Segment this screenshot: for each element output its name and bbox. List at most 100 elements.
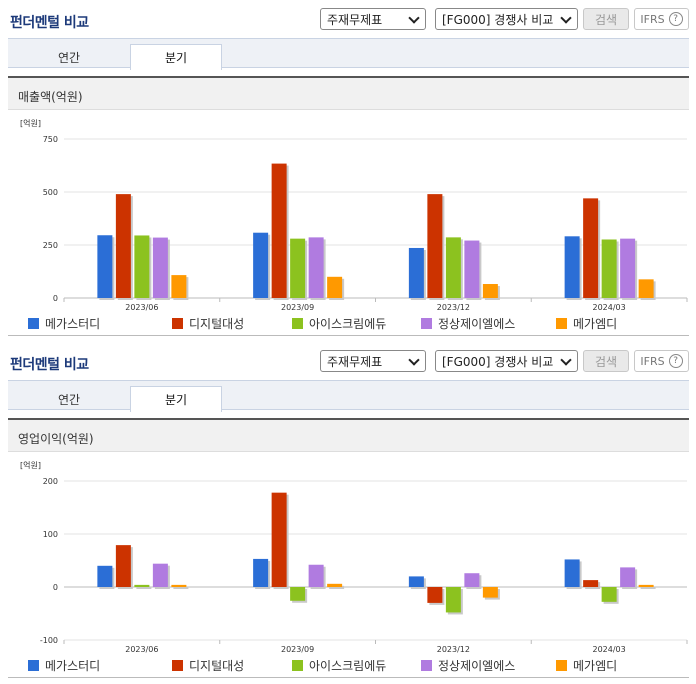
tab-annual[interactable]: 연간 <box>57 50 81 65</box>
unit-label: [억원] <box>20 119 41 128</box>
legend-label: 메가엠디 <box>573 317 618 331</box>
bar <box>482 284 498 298</box>
chevron-down-icon <box>561 14 571 24</box>
bar <box>583 580 599 587</box>
bar <box>408 247 424 298</box>
bar <box>115 194 131 298</box>
x-tick-label: 2023/12 <box>437 645 470 654</box>
legend-label: 디지털대성 <box>189 659 245 673</box>
bar <box>445 237 461 298</box>
bar <box>445 587 461 613</box>
ifrs-label: IFRS <box>640 12 665 26</box>
operating-profit-section: 펀더멘털 비교 주재무제표 [FG000] 경쟁사 비교 검색 IFRS ? 연… <box>0 342 696 684</box>
section-title: 펀더멘털 비교 <box>10 15 89 31</box>
bar <box>564 236 580 298</box>
legend-label: 메가스터디 <box>45 659 101 673</box>
bar <box>583 198 599 298</box>
bar <box>327 276 343 298</box>
ifrs-label: IFRS <box>640 354 665 368</box>
legend-swatch <box>556 318 567 329</box>
bar <box>308 237 324 298</box>
legend-label: 아이스크림에듀 <box>309 659 387 673</box>
bar <box>253 232 269 298</box>
bar-chart: -100 0 100 200 2023/06 2023/09 2023/12 2024/03 <box>40 477 688 654</box>
y-tick-label: 750 <box>43 135 58 144</box>
legend-swatch <box>172 660 183 671</box>
chart-panel: 매출액(억원) [억원] 0 250 500 750 2023/06 2023/09 202… <box>8 76 689 336</box>
bar-shadow <box>173 586 189 589</box>
bar <box>638 584 654 587</box>
legend-label: 디지털대성 <box>189 317 245 331</box>
peer-group-select[interactable]: [FG000] 경쟁사 비교 <box>435 8 578 30</box>
bar <box>601 239 617 298</box>
bar <box>134 584 150 587</box>
statement-type-value: 주재무제표 <box>327 354 383 369</box>
legend-item[interactable]: 정상제이엘에스 <box>421 657 515 674</box>
legend-label: 정상제이엘에스 <box>438 317 516 331</box>
y-tick-label: 500 <box>43 188 58 197</box>
bar <box>620 238 636 298</box>
legend-item[interactable]: 메가엠디 <box>556 657 617 674</box>
bar <box>253 558 269 587</box>
bar <box>327 583 343 587</box>
period-tabs: 연간 분기 <box>8 380 689 412</box>
bar <box>152 563 168 587</box>
bar <box>271 163 287 298</box>
legend-item[interactable]: 정상제이엘에스 <box>421 315 515 332</box>
bar <box>115 545 131 587</box>
legend-item[interactable]: 디지털대성 <box>172 315 244 332</box>
statement-type-select[interactable]: 주재무제표 <box>320 8 426 30</box>
tab-annual[interactable]: 연간 <box>57 392 81 407</box>
legend-swatch <box>421 660 432 671</box>
bar <box>620 567 636 587</box>
chevron-down-icon <box>409 14 419 24</box>
peer-group-select[interactable]: [FG000] 경쟁사 비교 <box>435 350 578 372</box>
help-icon: ? <box>668 12 683 26</box>
x-tick-label: 2023/06 <box>125 303 158 312</box>
bar <box>171 584 187 587</box>
chevron-down-icon <box>561 356 571 366</box>
bar <box>97 565 113 587</box>
chart-panel-header: 매출액(억원) <box>8 78 689 110</box>
search-button[interactable]: 검색 <box>583 350 629 372</box>
search-button[interactable]: 검색 <box>583 8 629 30</box>
y-tick-label: 200 <box>43 477 58 486</box>
bar <box>427 194 443 298</box>
x-tick-label: 2024/03 <box>593 645 626 654</box>
bar <box>638 279 654 298</box>
bar <box>482 587 498 598</box>
bar <box>464 573 480 587</box>
ifrs-button[interactable]: IFRS ? <box>634 350 689 372</box>
legend-item[interactable]: 메가엠디 <box>556 315 617 332</box>
y-tick-label: 0 <box>53 294 58 303</box>
y-tick-label: 100 <box>43 530 58 539</box>
bar <box>271 492 287 587</box>
legend-item[interactable]: 아이스크림에듀 <box>292 657 386 674</box>
legend-label: 메가엠디 <box>573 659 618 673</box>
tab-quarterly[interactable]: 분기 <box>130 386 222 412</box>
bar-shadow <box>136 586 152 589</box>
peer-group-value: [FG000] 경쟁사 비교 <box>442 12 554 27</box>
legend-item[interactable]: 아이스크림에듀 <box>292 315 386 332</box>
revenue-section: 펀더멘털 비교 주재무제표 [FG000] 경쟁사 비교 검색 IFRS ? 연… <box>0 0 696 342</box>
chart-panel-header: 영업이익(억원) <box>8 420 689 452</box>
legend-swatch <box>292 660 303 671</box>
statement-type-select[interactable]: 주재무제표 <box>320 350 426 372</box>
x-tick-label: 2023/09 <box>281 303 314 312</box>
legend-item[interactable]: 메가스터디 <box>28 657 100 674</box>
ifrs-button[interactable]: IFRS ? <box>634 8 689 30</box>
chart-panel: 영업이익(억원) [억원] -100 0 100 200 2023/06 2023/09 2… <box>8 418 689 678</box>
tab-quarterly[interactable]: 분기 <box>130 44 222 70</box>
bar <box>290 587 306 601</box>
x-tick-label: 2024/03 <box>593 303 626 312</box>
bar-shadow <box>640 586 656 589</box>
legend-item[interactable]: 메가스터디 <box>28 315 100 332</box>
statement-type-value: 주재무제표 <box>327 12 383 27</box>
chart-title: 영업이익(억원) <box>18 432 94 446</box>
chart-title: 매출액(억원) <box>18 90 83 104</box>
bar-chart: 0 250 500 750 2023/06 2023/09 2023/12 2024/03 <box>43 135 688 312</box>
legend-item[interactable]: 디지털대성 <box>172 657 244 674</box>
bar-shadow <box>329 585 345 589</box>
x-tick-label: 2023/12 <box>437 303 470 312</box>
